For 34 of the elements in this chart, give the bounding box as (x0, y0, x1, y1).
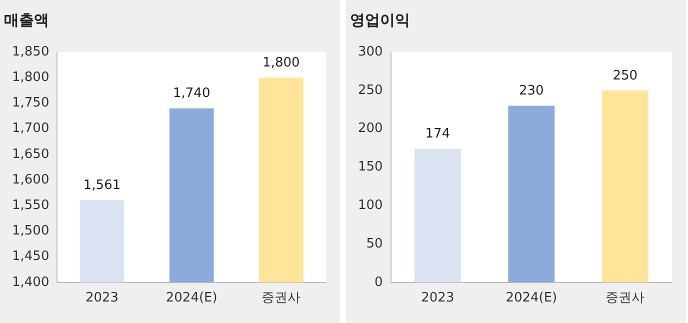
chart-title: 영업이익 (350, 10, 410, 29)
data-label: 230 (518, 84, 544, 99)
data-label: 1,800 (262, 55, 300, 70)
x-tick-label: 2023 (85, 290, 119, 306)
y-tick-label: 1,400 (12, 274, 50, 290)
y-tick-label: 0 (374, 274, 383, 290)
bar (602, 90, 648, 282)
x-tick-label: 증권사 (262, 290, 301, 306)
x-tick-label: 2024(E) (506, 290, 558, 306)
y-tick-label: 100 (358, 198, 383, 213)
y-tick-label: 150 (358, 160, 383, 175)
x-tick-label: 2023 (421, 290, 454, 306)
y-tick-label: 1,850 (12, 44, 50, 60)
y-tick-label: 50 (366, 236, 383, 252)
x-tick-label: 2024(E) (166, 290, 218, 306)
data-label: 174 (425, 126, 450, 142)
y-tick-label: 1,700 (12, 121, 50, 136)
x-tick-label: 증권사 (606, 290, 645, 306)
y-tick-label: 1,550 (12, 198, 50, 213)
y-tick-label: 1,450 (12, 249, 50, 264)
y-tick-label: 1,500 (12, 224, 50, 239)
bar (414, 148, 461, 282)
y-tick-label: 300 (358, 44, 383, 60)
bar (508, 106, 555, 282)
y-tick-label: 1,750 (12, 96, 50, 111)
data-label: 250 (612, 68, 638, 84)
y-tick-label: 1,600 (12, 172, 50, 188)
data-label: 1,561 (83, 178, 121, 193)
y-tick-label: 250 (358, 82, 383, 98)
chart-title: 매출액 (4, 10, 49, 29)
y-tick-label: 1,800 (12, 70, 50, 85)
data-label: 1,740 (173, 86, 210, 102)
y-tick-label: 1,650 (12, 146, 50, 162)
y-tick-label: 200 (358, 121, 383, 136)
